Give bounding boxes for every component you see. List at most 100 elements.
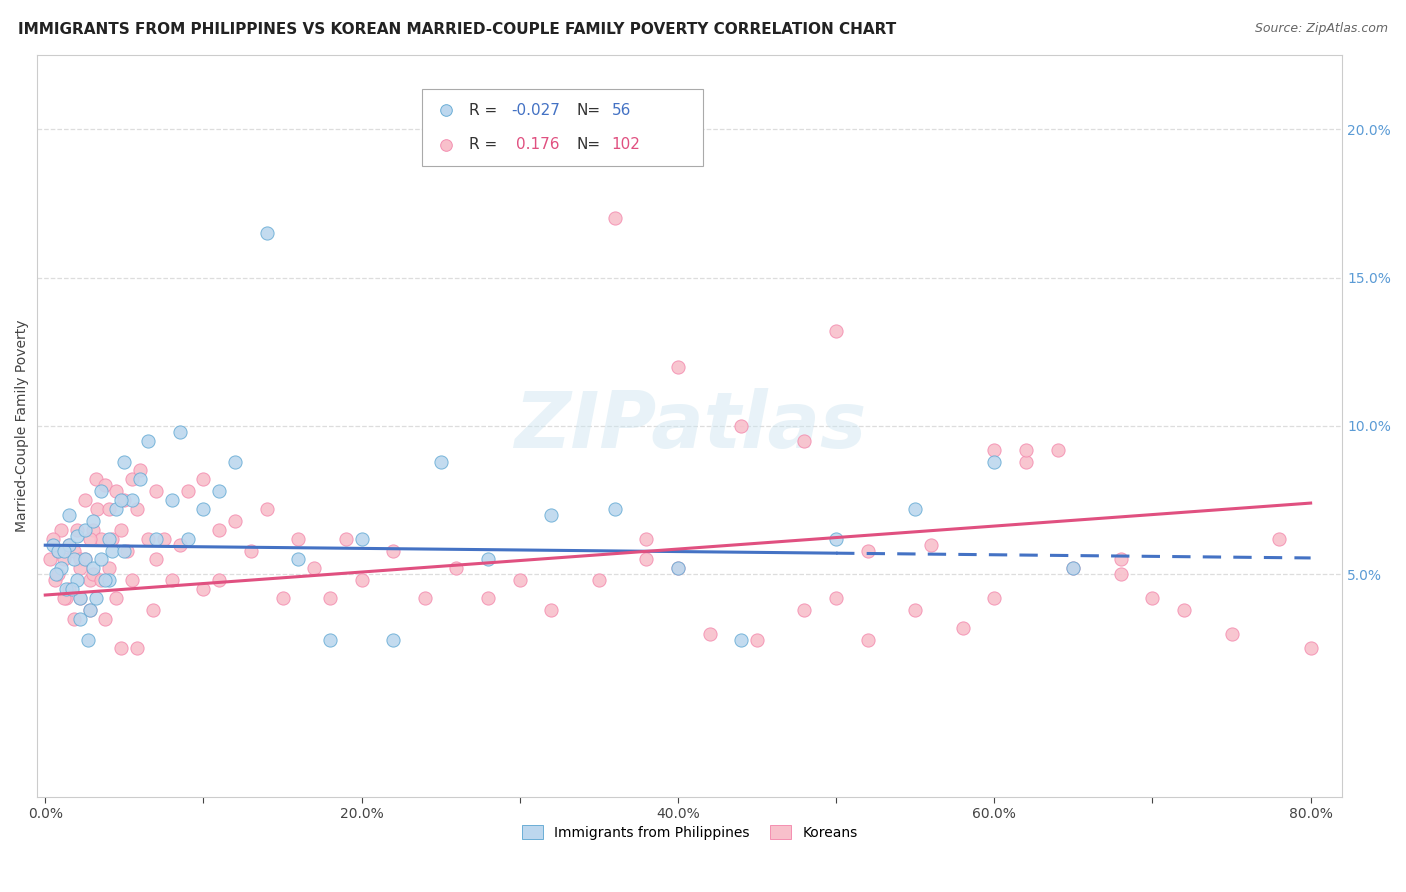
Point: [110, 493, 132, 508]
Point: [90, 532, 112, 546]
Point: [224, 454, 246, 468]
Point: [540, 603, 562, 617]
Point: [84, 591, 107, 605]
Point: [125, 641, 148, 656]
Point: [90, 552, 112, 566]
Point: [208, 484, 231, 499]
Point: [603, 211, 626, 226]
Point: [302, 561, 325, 575]
Point: [46, 543, 69, 558]
Y-axis label: Married-Couple Family Poverty: Married-Couple Family Poverty: [15, 319, 30, 533]
Point: [1173, 603, 1195, 617]
Point: [952, 621, 974, 635]
Point: [110, 523, 132, 537]
Point: [105, 484, 128, 499]
Point: [224, 514, 246, 528]
Point: [509, 573, 531, 587]
Point: [82, 567, 104, 582]
Point: [904, 502, 927, 516]
Point: [110, 641, 132, 656]
Point: [142, 603, 165, 617]
Point: [69, 612, 91, 626]
Point: [413, 591, 436, 605]
Point: [94, 573, 117, 587]
Point: [105, 502, 128, 516]
Text: -0.027: -0.027: [510, 103, 560, 118]
Point: [825, 324, 848, 338]
Point: [44, 573, 66, 587]
Point: [666, 561, 689, 575]
Point: [793, 434, 815, 448]
Point: [55, 591, 77, 605]
Point: [1062, 561, 1084, 575]
Text: 56: 56: [612, 103, 631, 118]
Point: [62, 552, 84, 566]
Point: [350, 573, 373, 587]
Point: [271, 591, 294, 605]
Point: [82, 523, 104, 537]
Point: [256, 226, 278, 240]
Text: R =: R =: [470, 137, 498, 152]
Point: [1015, 454, 1038, 468]
Point: [62, 612, 84, 626]
Text: 102: 102: [612, 137, 640, 152]
Point: [94, 478, 117, 492]
Point: [1142, 591, 1164, 605]
Point: [540, 508, 562, 522]
Point: [55, 582, 77, 596]
Point: [129, 463, 152, 477]
Point: [745, 632, 768, 647]
Point: [97, 532, 120, 546]
Point: [382, 632, 405, 647]
Point: [117, 543, 139, 558]
Point: [46, 543, 69, 558]
Point: [920, 538, 942, 552]
Point: [97, 573, 120, 587]
Point: [904, 603, 927, 617]
Point: [730, 632, 752, 647]
Point: [66, 573, 89, 587]
Point: [239, 543, 262, 558]
Point: [169, 425, 191, 439]
Point: [121, 493, 143, 508]
Point: [1220, 626, 1243, 640]
Point: [382, 543, 405, 558]
Point: [319, 632, 342, 647]
Text: R =: R =: [470, 103, 498, 118]
Point: [1062, 561, 1084, 575]
Point: [287, 532, 309, 546]
Point: [856, 543, 879, 558]
Point: [169, 538, 191, 552]
Point: [39, 552, 62, 566]
Point: [477, 552, 499, 566]
Point: [112, 493, 135, 508]
Point: [121, 472, 143, 486]
Text: IMMIGRANTS FROM PHILIPPINES VS KOREAN MARRIED-COUPLE FAMILY POVERTY CORRELATION : IMMIGRANTS FROM PHILIPPINES VS KOREAN MA…: [18, 22, 897, 37]
Point: [666, 359, 689, 374]
Point: [125, 502, 148, 516]
Point: [153, 532, 176, 546]
Point: [73, 493, 96, 508]
Point: [1109, 567, 1132, 582]
Point: [176, 532, 198, 546]
Point: [145, 552, 167, 566]
Point: [983, 442, 1005, 457]
Point: [193, 502, 215, 516]
Point: [58, 508, 80, 522]
Point: [1109, 552, 1132, 566]
Point: [53, 552, 76, 566]
Point: [69, 561, 91, 575]
Point: [160, 493, 183, 508]
Point: [49, 523, 72, 537]
Point: [49, 561, 72, 575]
Point: [53, 543, 76, 558]
Point: [97, 502, 120, 516]
Point: [58, 582, 80, 596]
FancyBboxPatch shape: [422, 88, 703, 167]
Point: [793, 603, 815, 617]
Point: [136, 434, 159, 448]
Point: [588, 573, 610, 587]
Point: [45, 567, 67, 582]
Point: [446, 561, 468, 575]
Point: [350, 532, 373, 546]
